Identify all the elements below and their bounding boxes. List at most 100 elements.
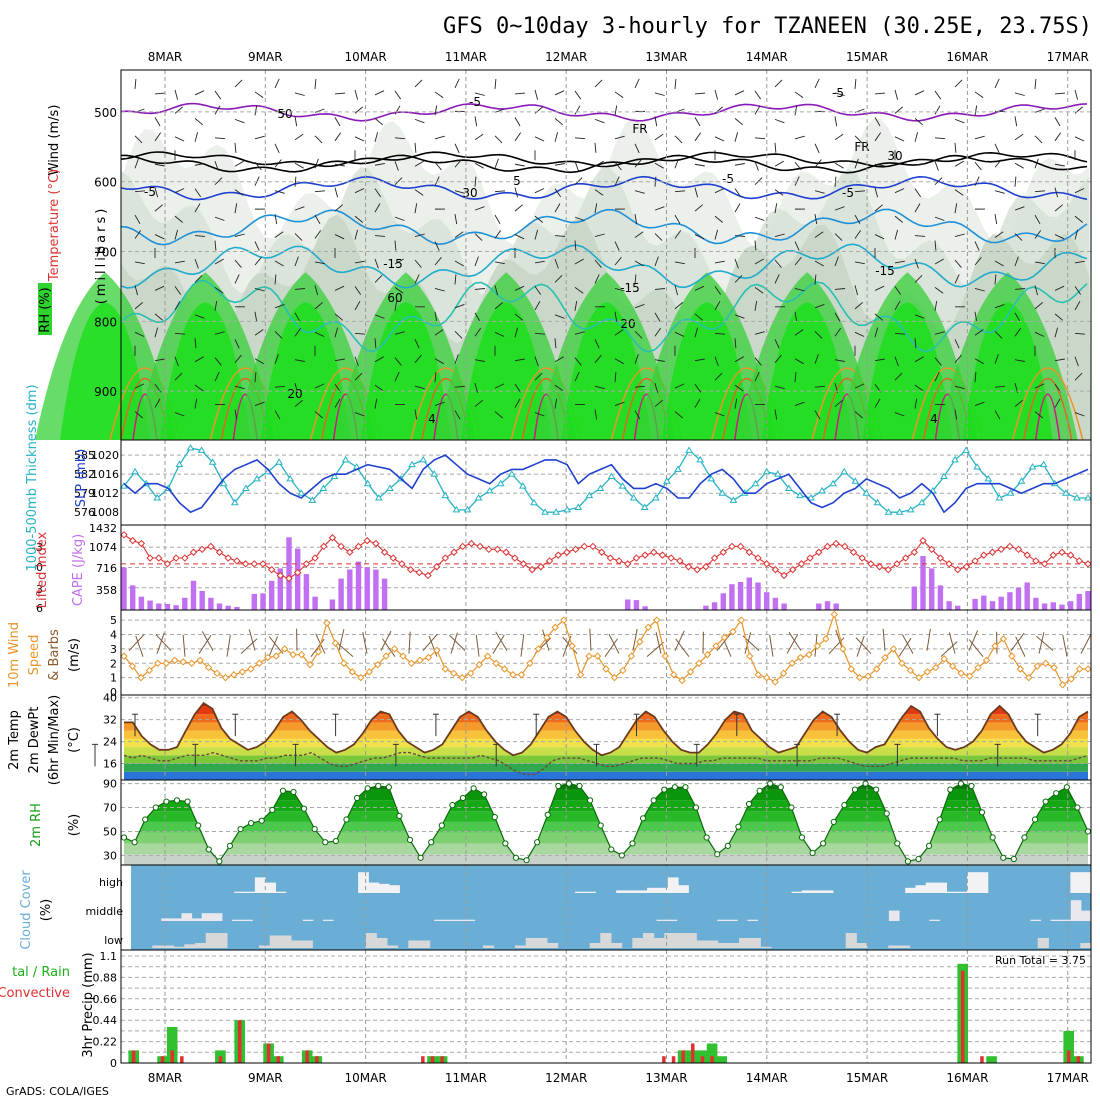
wind-barb: [814, 330, 823, 339]
wind-speed-marker: [653, 616, 661, 624]
wind-speed-marker: [729, 627, 737, 636]
convective-rain-bar: [700, 1056, 705, 1063]
wind-barb: [634, 78, 640, 89]
wind-barb-10m: [589, 628, 592, 651]
lifted-index-marker: [988, 548, 997, 556]
wind-barb: [174, 332, 186, 335]
thickness-marker: [463, 505, 472, 513]
contour-label: -5: [722, 172, 734, 186]
upper-left-labels: Wind (m/s) Temperature (°C) RH (%) (mill…: [38, 105, 109, 335]
thickness-line: [123, 447, 1088, 513]
wind-barb: [754, 216, 765, 221]
rh-green-hump: [962, 302, 1053, 440]
wind-barb: [894, 260, 905, 264]
wind-barb: [1074, 89, 1079, 100]
wind-barb: [274, 410, 281, 420]
wind-speed-marker: [1016, 665, 1025, 673]
rh-marker: [237, 825, 244, 833]
wind-barb: [474, 92, 485, 96]
wind-barb: [394, 258, 404, 265]
wind-speed-marker: [162, 659, 170, 667]
wind-barb: [294, 312, 301, 322]
precip-tick-label: 0: [110, 1057, 117, 1070]
wind-barb: [794, 358, 804, 365]
wind-barb: [894, 332, 906, 335]
rh-marker: [258, 817, 265, 824]
wind-barb: [154, 187, 159, 198]
wind-barb: [1074, 286, 1082, 295]
wind-barb-10m: [940, 641, 958, 658]
rh-marker: [269, 806, 276, 814]
wind-barb: [874, 204, 883, 212]
rh-marker: [279, 787, 287, 794]
wind-barb: [274, 190, 285, 194]
lifted-index-marker: [519, 560, 528, 568]
cloud-bar-middle: [302, 919, 314, 921]
wind-barb: [214, 357, 222, 366]
thickness-marker: [1028, 463, 1037, 470]
wind-speed-marker: [619, 666, 627, 675]
wind-barb: [414, 233, 425, 237]
thickness-marker: [541, 508, 549, 515]
lifted-index-marker: [241, 560, 250, 568]
lifted-index-marker: [736, 542, 745, 551]
wind-barb: [694, 163, 705, 167]
cape-bar: [1085, 591, 1091, 610]
contour-label: 60: [387, 291, 402, 305]
wind-barb: [394, 357, 402, 366]
wind-barb: [934, 240, 937, 251]
wind-barb: [874, 92, 886, 95]
wind-barb: [874, 187, 879, 198]
pressure-tick-label: 600: [94, 176, 117, 190]
wind-barb-10m: [901, 634, 914, 654]
wind-barb: [154, 204, 163, 212]
wind-barb-10m: [156, 632, 165, 654]
wind-barb: [1034, 230, 1042, 239]
wind-speed-marker: [847, 665, 855, 673]
wind-barb: [874, 285, 885, 291]
cape-bar: [764, 592, 770, 610]
wind-speed-marker: [593, 652, 602, 660]
wind-barb: [694, 358, 705, 362]
wind-barb: [494, 135, 503, 144]
lifted-index-marker: [980, 551, 988, 559]
lifted-index-marker: [1032, 557, 1040, 565]
rh-marker: [406, 836, 414, 843]
wind-speed-marker: [517, 671, 526, 679]
wind-speed-marker: [839, 645, 847, 653]
wind-speed-marker: [746, 652, 754, 660]
wind-barb: [754, 137, 766, 140]
thickness-marker: [186, 444, 195, 451]
wind-speed-marker: [712, 642, 720, 650]
thickness-marker: [219, 479, 228, 487]
cape-bar: [633, 600, 640, 610]
wind-barb: [134, 285, 139, 296]
wind-barb: [974, 176, 980, 186]
cape-bar: [355, 561, 362, 610]
convective-rain-bar: [691, 1043, 695, 1063]
lifted-index-marker: [780, 571, 788, 580]
cloud-bar-middle: [727, 919, 738, 921]
temp-tick-label: 24: [103, 736, 117, 749]
wind-barb: [594, 259, 602, 268]
convective-rain-bar: [218, 1056, 223, 1063]
wind-barb: [674, 383, 685, 389]
lifted-index-marker: [571, 545, 580, 554]
pressure-tick-label: 700: [94, 246, 117, 260]
thickness-marker: [530, 498, 538, 506]
wind-speed-marker: [264, 653, 272, 662]
temp-tick-label: 40: [103, 692, 117, 705]
wind-barb: [354, 300, 361, 311]
wind-barb: [614, 135, 625, 140]
wind-speed-marker: [390, 645, 399, 653]
rh-marker: [131, 839, 138, 846]
rh-marker: [809, 849, 816, 857]
wind-barb: [374, 203, 381, 213]
wind-barb: [894, 412, 905, 417]
thickness-marker: [707, 474, 716, 482]
wind-barb: [974, 135, 985, 140]
wind-tick-label: 0: [110, 686, 117, 699]
precip-label-b: Convective: [0, 986, 70, 1001]
cloud-bar-low: [739, 938, 751, 948]
cloud-bar-middle: [323, 919, 334, 921]
